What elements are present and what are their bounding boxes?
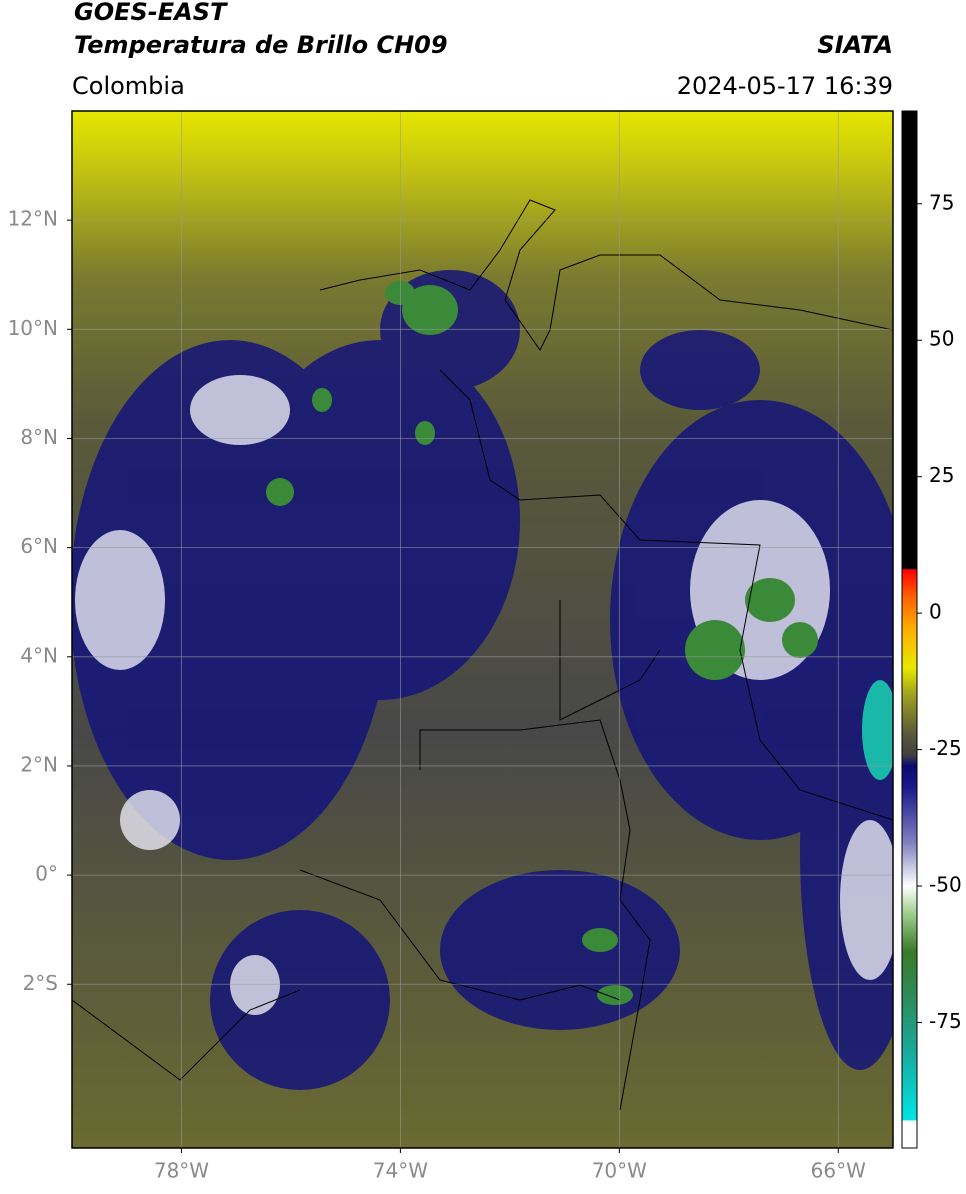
region: Colombia [72,72,185,100]
x-tick-label: 70°W [592,1159,647,1183]
grid [72,111,893,1148]
y-tick-label: 12°N [8,207,58,231]
y-tick-label: 0° [35,862,58,886]
x-tick-label: 78°W [154,1159,209,1183]
colorbar-tick-label: 50 [929,327,954,351]
y-tick-label: 8°N [20,425,58,449]
timestamp: 2024-05-17 16:39 [677,72,893,100]
colorbar-tick-label: -50 [929,873,962,897]
y-tick-label: 6°N [20,534,58,558]
x-tick-label: 74°W [373,1159,428,1183]
satellite-image [72,111,893,1148]
y-tick-label: 2°N [20,752,58,776]
borders [72,199,893,1111]
map-frame [71,110,894,1149]
source: SIATA [817,31,893,59]
title: GOES-EAST [74,0,228,26]
colorbar-tick-label: 75 [929,190,954,214]
colorbar-tick-label: 0 [929,600,942,624]
y-tick-label: 4°N [20,643,58,667]
colorbar-tick-label: 25 [929,463,954,487]
colorbar-tick-label: -75 [929,1009,962,1033]
y-tick-label: 2°S [23,971,58,995]
y-tick-label: 10°N [8,316,58,340]
x-tick-label: 66°W [811,1159,866,1183]
subtitle: Temperatura de Brillo CH09 [74,31,448,59]
colorbar-tick-label: -25 [929,736,962,760]
colorbar [901,110,918,1149]
